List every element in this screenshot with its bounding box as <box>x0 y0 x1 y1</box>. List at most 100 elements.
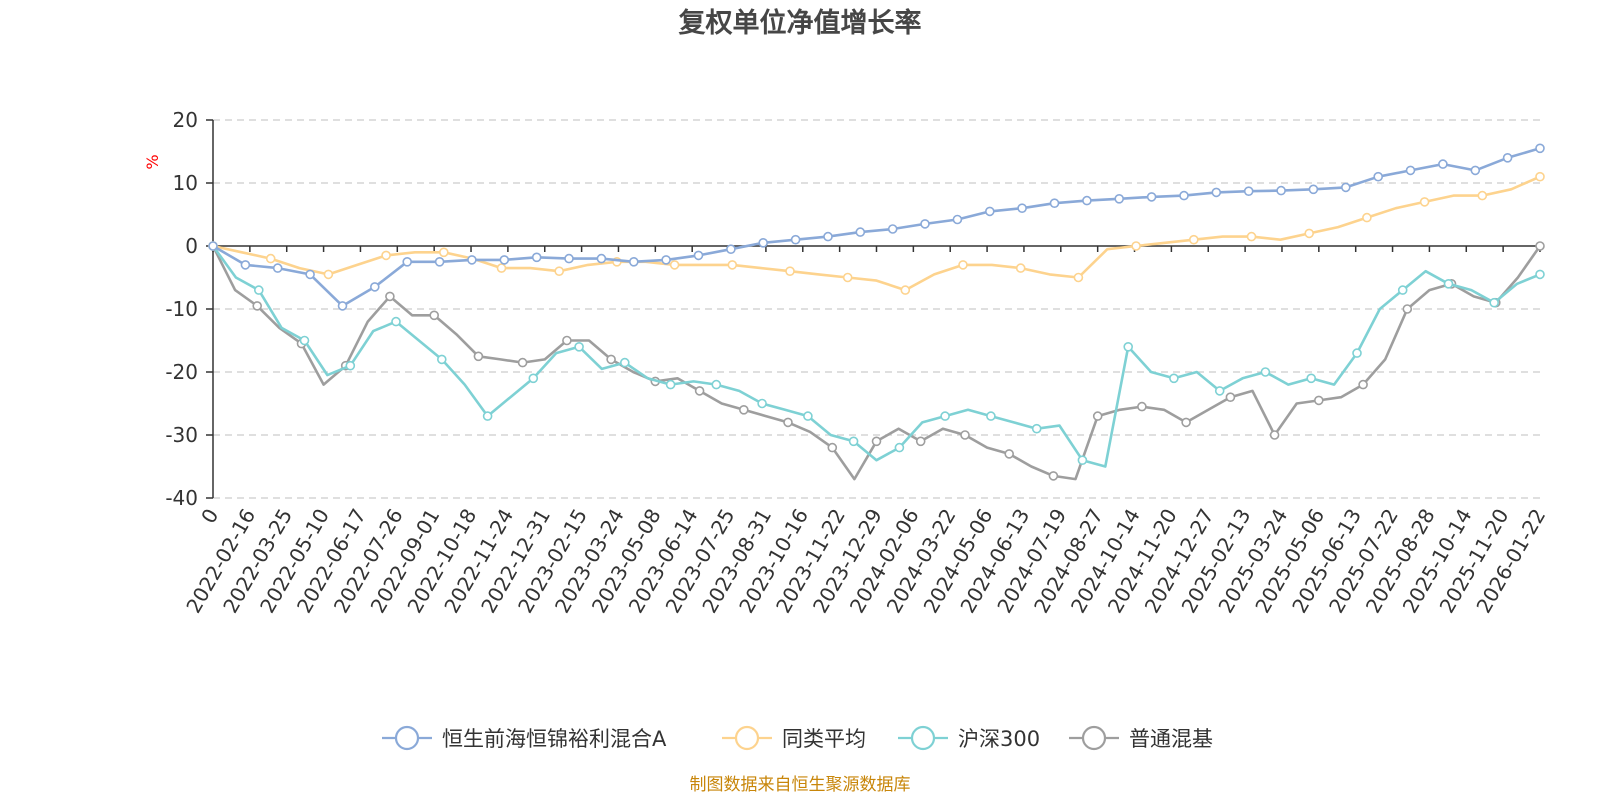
data-point <box>827 442 838 453</box>
y-tick-label: 20 <box>173 108 198 132</box>
data-point <box>1048 471 1059 481</box>
data-point <box>381 250 391 261</box>
data-point <box>1306 373 1316 384</box>
data-point <box>915 436 926 447</box>
data-point <box>1077 455 1088 466</box>
data-point <box>482 411 493 421</box>
data-point <box>1082 195 1092 206</box>
data-point <box>1397 285 1408 295</box>
data-point <box>1489 297 1499 308</box>
data-point <box>385 291 395 302</box>
data-point <box>253 285 264 295</box>
data-point <box>952 214 963 225</box>
data-point <box>986 411 996 421</box>
data-point <box>1243 186 1254 196</box>
data-point <box>305 269 315 280</box>
legend-marker <box>1081 725 1107 751</box>
data-point <box>871 436 882 447</box>
data-point <box>785 266 795 277</box>
data-point <box>1260 367 1271 377</box>
y-tick-label: -30 <box>165 423 198 447</box>
data-point <box>665 379 676 390</box>
data-point <box>1405 165 1416 176</box>
data-point <box>1373 171 1383 182</box>
data-point <box>757 398 767 409</box>
data-source-note: 制图数据来自恒生聚源数据库 <box>690 775 911 795</box>
legend-item[interactable]: 普通混基 <box>1069 725 1213 751</box>
data-point <box>1477 190 1488 201</box>
data-point <box>391 316 401 327</box>
y-axis-label: % <box>143 154 162 169</box>
data-point <box>1352 348 1362 358</box>
data-point <box>887 224 898 234</box>
data-point <box>960 430 970 440</box>
data-point <box>1402 304 1413 314</box>
data-point <box>940 411 950 421</box>
data-point <box>562 335 572 346</box>
data-point <box>1131 241 1141 251</box>
data-point <box>842 272 853 283</box>
data-point <box>240 260 251 270</box>
data-point <box>783 417 793 428</box>
data-point <box>1438 159 1448 169</box>
data-point <box>1214 386 1225 396</box>
data-point <box>1031 423 1042 434</box>
data-point <box>606 354 616 365</box>
data-point <box>531 252 542 263</box>
data-point <box>661 255 671 265</box>
data-point <box>1276 185 1286 196</box>
data-point <box>596 253 607 264</box>
legend-item[interactable]: 沪深300 <box>898 725 1040 751</box>
data-point <box>1137 401 1147 412</box>
data-point <box>1535 143 1545 154</box>
data-point <box>499 255 510 265</box>
data-point <box>900 285 911 295</box>
legend-marker <box>734 725 760 751</box>
data-point <box>517 357 528 368</box>
legend-label: 同类平均 <box>782 727 866 751</box>
data-point <box>272 263 283 273</box>
data-point <box>1358 379 1368 390</box>
data-point <box>1419 197 1430 207</box>
data-point <box>1123 341 1133 352</box>
data-point <box>727 260 738 270</box>
data-point <box>669 260 680 270</box>
data-point <box>1308 184 1319 195</box>
data-point <box>1470 165 1481 176</box>
data-point <box>1073 272 1084 283</box>
data-point <box>1535 269 1545 280</box>
x-tick-label: 0 <box>196 505 223 528</box>
data-point <box>823 231 833 242</box>
chart-title: 复权单位净值增长率 <box>679 7 922 39</box>
y-tick-label: -10 <box>165 297 198 321</box>
data-point <box>1004 449 1015 459</box>
series-line <box>212 147 1541 308</box>
data-point <box>1269 430 1280 440</box>
data-point <box>1502 153 1513 163</box>
data-point <box>1015 263 1026 273</box>
data-point <box>1017 203 1027 213</box>
legend-marker <box>910 725 936 751</box>
data-point <box>1146 192 1157 202</box>
data-point <box>1362 212 1372 223</box>
legend-item[interactable]: 同类平均 <box>722 725 866 751</box>
data-point <box>337 301 348 311</box>
data-point <box>1341 182 1351 193</box>
y-tick-label: -40 <box>165 486 198 510</box>
grid-lines <box>213 119 1540 499</box>
data-point <box>574 341 584 352</box>
legend-item[interactable]: 恒生前海恒锦裕利混合A <box>382 725 667 751</box>
legend[interactable]: 恒生前海恒锦裕利混合A 同类平均 沪深300 普通混基 <box>382 725 1213 751</box>
y-tick-label: 10 <box>173 171 198 195</box>
legend-label: 恒生前海恒锦裕利混合A <box>442 727 667 751</box>
data-point <box>1181 417 1191 428</box>
data-point <box>1169 373 1179 384</box>
data-point <box>790 234 801 245</box>
data-point <box>434 256 445 267</box>
data-point <box>496 263 507 273</box>
data-point <box>894 442 905 453</box>
data-point <box>1189 234 1199 245</box>
data-point <box>958 260 968 270</box>
y-tick-label: 0 <box>185 234 198 258</box>
